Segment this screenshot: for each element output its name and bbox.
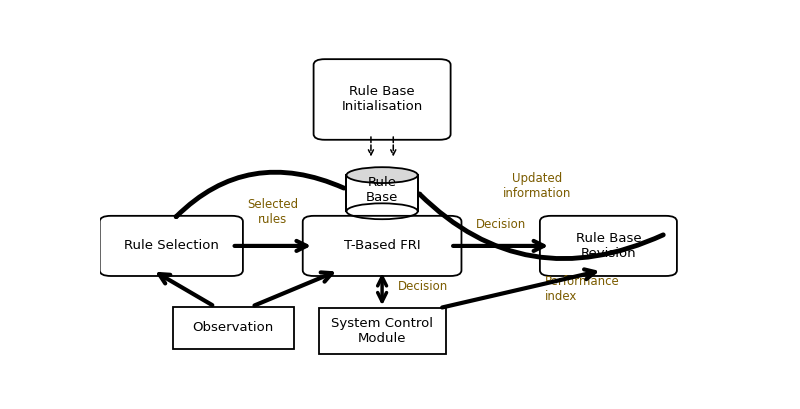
Bar — [346, 175, 418, 211]
Bar — [318, 308, 446, 354]
FancyBboxPatch shape — [540, 216, 677, 276]
Bar — [346, 175, 418, 211]
FancyBboxPatch shape — [100, 216, 243, 276]
FancyArrowPatch shape — [419, 194, 663, 258]
Text: Decision: Decision — [475, 218, 526, 231]
FancyBboxPatch shape — [302, 216, 462, 276]
FancyArrowPatch shape — [176, 172, 344, 217]
Text: Decision: Decision — [398, 280, 448, 292]
Text: Rule Selection: Rule Selection — [124, 239, 218, 252]
Text: Performance
index: Performance index — [545, 275, 619, 303]
Text: Rule Base
Revision: Rule Base Revision — [575, 232, 642, 260]
Bar — [173, 306, 294, 349]
Text: Observation: Observation — [193, 321, 274, 334]
Text: T-Based FRI: T-Based FRI — [344, 239, 421, 252]
Ellipse shape — [346, 167, 418, 183]
Text: Rule Base
Initialisation: Rule Base Initialisation — [342, 85, 422, 113]
Text: Updated
information: Updated information — [503, 172, 571, 200]
FancyBboxPatch shape — [314, 59, 450, 140]
Text: System Control
Module: System Control Module — [331, 317, 433, 345]
Text: Rule
Base: Rule Base — [366, 176, 398, 204]
Text: Selected
rules: Selected rules — [247, 198, 298, 227]
